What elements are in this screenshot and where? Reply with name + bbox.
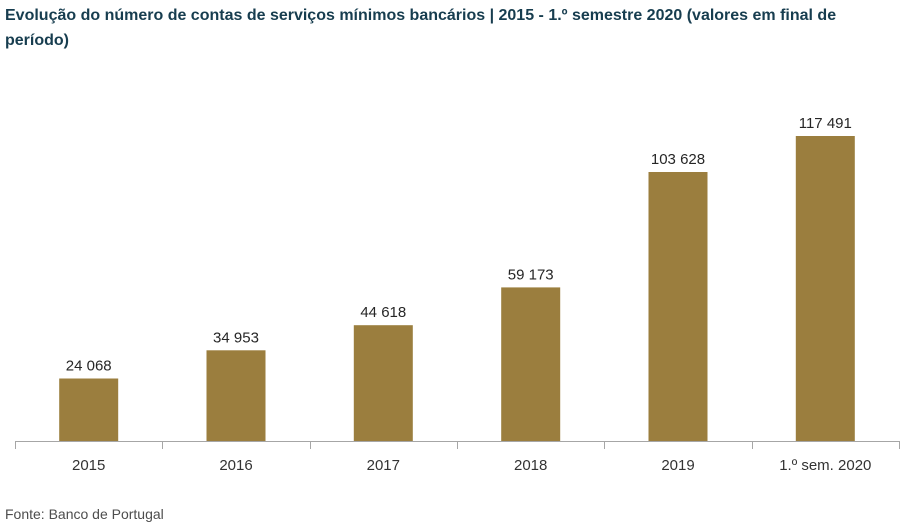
bar-2018 (501, 287, 561, 441)
bar-1-sem-2020 (795, 136, 855, 441)
bars-group (59, 136, 855, 441)
x-tick-label-2017: 2017 (367, 457, 400, 474)
bar-2017 (353, 325, 413, 441)
data-label-2019: 103 628 (651, 151, 705, 168)
data-label-2015: 24 068 (66, 358, 112, 375)
x-tick-label-2016: 2016 (219, 457, 252, 474)
data-label-2018: 59 173 (508, 266, 554, 283)
x-tick-label-1-sem-2020: 1.º sem. 2020 (779, 457, 871, 474)
data-label-2017: 44 618 (360, 304, 406, 321)
bar-2015 (59, 378, 119, 441)
bar-2019 (648, 172, 708, 441)
bar-2016 (206, 350, 266, 441)
data-label-2016: 34 953 (213, 329, 259, 346)
data-label-1-sem-2020: 117 491 (799, 115, 852, 132)
chart-title: Evolução do número de contas de serviços… (5, 7, 837, 49)
x-tick-label-2019: 2019 (661, 457, 694, 474)
x-axis: 2015 2016 2017 2018 2019 1.º sem. 2020 (15, 441, 900, 474)
source-note: Fonte: Banco de Portugal (5, 506, 164, 522)
x-tick-label-2018: 2018 (514, 457, 547, 474)
data-labels-group: 24 068 34 953 44 618 59 173 103 628 117 491 (66, 115, 852, 375)
x-tick-label-2015: 2015 (72, 457, 105, 474)
